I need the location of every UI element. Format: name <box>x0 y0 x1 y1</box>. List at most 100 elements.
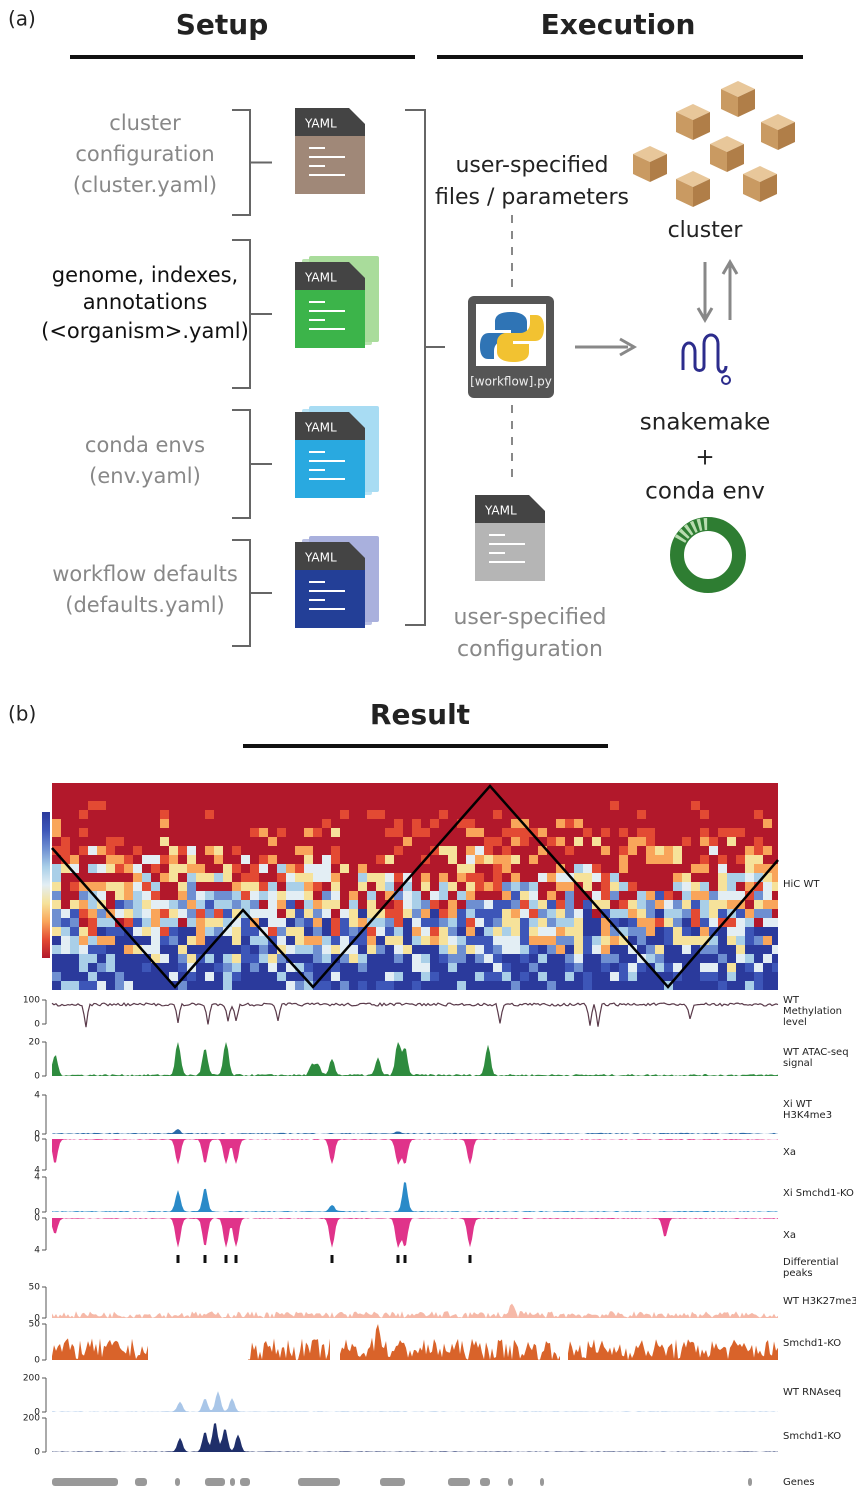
heatmap-cell <box>349 801 358 810</box>
heatmap-cell <box>286 801 295 810</box>
heatmap-cell <box>457 882 466 891</box>
heatmap-cell <box>160 936 169 945</box>
heatmap-cell <box>403 801 412 810</box>
heatmap-cell <box>412 837 421 846</box>
heatmap-cell <box>745 792 754 801</box>
heatmap-cell <box>718 963 727 972</box>
heatmap-cell <box>106 864 115 873</box>
heatmap-cell <box>556 846 565 855</box>
heatmap-cell <box>376 792 385 801</box>
heatmap-cell <box>448 828 457 837</box>
heatmap-cell <box>439 945 448 954</box>
heatmap-cell <box>538 918 547 927</box>
heatmap-cell <box>664 837 673 846</box>
heatmap-cell <box>295 981 304 990</box>
heatmap-cell <box>556 828 565 837</box>
heatmap-cell <box>70 837 79 846</box>
heatmap-cell <box>412 792 421 801</box>
heatmap-cell <box>700 945 709 954</box>
heatmap-cell <box>151 819 160 828</box>
heatmap-cell <box>619 810 628 819</box>
heatmap-cell <box>718 873 727 882</box>
heatmap-cell <box>556 855 565 864</box>
heatmap-cell <box>673 963 682 972</box>
heatmap-cell <box>637 837 646 846</box>
heatmap-cell <box>124 792 133 801</box>
heatmap-cell <box>160 963 169 972</box>
heatmap-cell <box>106 846 115 855</box>
heatmap-cell <box>592 837 601 846</box>
config-label: workflow defaults <box>52 562 238 586</box>
heatmap-cell <box>466 963 475 972</box>
heatmap-cell <box>403 882 412 891</box>
heatmap-cell <box>133 891 142 900</box>
yaml-icon: YAML <box>295 536 379 628</box>
heatmap-cell <box>727 936 736 945</box>
heatmap-cell <box>493 900 502 909</box>
heatmap-cell <box>610 882 619 891</box>
heatmap-cell <box>511 837 520 846</box>
heatmap-cell <box>259 792 268 801</box>
heatmap-cell <box>322 927 331 936</box>
heatmap-cell <box>151 981 160 990</box>
track-label: Genes <box>783 1477 815 1488</box>
heatmap-cell <box>142 792 151 801</box>
heatmap-cell <box>331 810 340 819</box>
heatmap-cell <box>178 810 187 819</box>
heatmap-cell <box>448 864 457 873</box>
heatmap-cell <box>412 819 421 828</box>
heatmap-cell <box>241 891 250 900</box>
heatmap-cell <box>718 792 727 801</box>
heatmap-cell <box>241 837 250 846</box>
heatmap-cell <box>232 792 241 801</box>
heatmap-cell <box>349 927 358 936</box>
cube-right <box>693 179 710 207</box>
heatmap-cell <box>565 972 574 981</box>
heatmap-cell <box>61 846 70 855</box>
heatmap-cell <box>520 792 529 801</box>
heatmap-cell <box>232 936 241 945</box>
heatmap-cell <box>223 891 232 900</box>
config-label: (cluster.yaml) <box>73 173 217 197</box>
heatmap-cell <box>277 945 286 954</box>
heatmap-cell <box>646 855 655 864</box>
heatmap-cell <box>97 855 106 864</box>
gene <box>748 1478 752 1486</box>
heatmap-cell <box>214 801 223 810</box>
heatmap-cell <box>70 828 79 837</box>
heatmap-cell <box>601 918 610 927</box>
differential-peak <box>234 1255 238 1263</box>
heatmap-cell <box>187 954 196 963</box>
heatmap-cell <box>430 864 439 873</box>
heatmap-cell <box>718 882 727 891</box>
heatmap-cell <box>601 873 610 882</box>
heatmap-cell <box>304 954 313 963</box>
heatmap-cell <box>763 891 772 900</box>
heatmap-cell <box>592 936 601 945</box>
heatmap-cell <box>277 792 286 801</box>
heatmap-cell <box>574 828 583 837</box>
heatmap-cell <box>754 900 763 909</box>
heatmap-cell <box>772 900 778 909</box>
heatmap-cell <box>259 882 268 891</box>
heatmap-cell <box>187 873 196 882</box>
heatmap-cell <box>673 936 682 945</box>
heatmap-cell <box>457 981 466 990</box>
heatmap-cell <box>493 927 502 936</box>
heatmap-cell <box>286 972 295 981</box>
heatmap-cell <box>736 918 745 927</box>
heatmap-cell <box>691 963 700 972</box>
heatmap-cell <box>502 954 511 963</box>
heatmap-cell <box>358 954 367 963</box>
heatmap-cell <box>421 783 430 792</box>
heatmap-cell <box>619 900 628 909</box>
heatmap-cell <box>673 981 682 990</box>
heatmap-cell <box>763 927 772 936</box>
heatmap-cell <box>601 936 610 945</box>
heatmap-cell <box>151 801 160 810</box>
heatmap-cell <box>313 783 322 792</box>
heatmap-cell <box>331 963 340 972</box>
heatmap-cell <box>196 927 205 936</box>
heatmap-cell <box>133 873 142 882</box>
heatmap-cell <box>268 801 277 810</box>
